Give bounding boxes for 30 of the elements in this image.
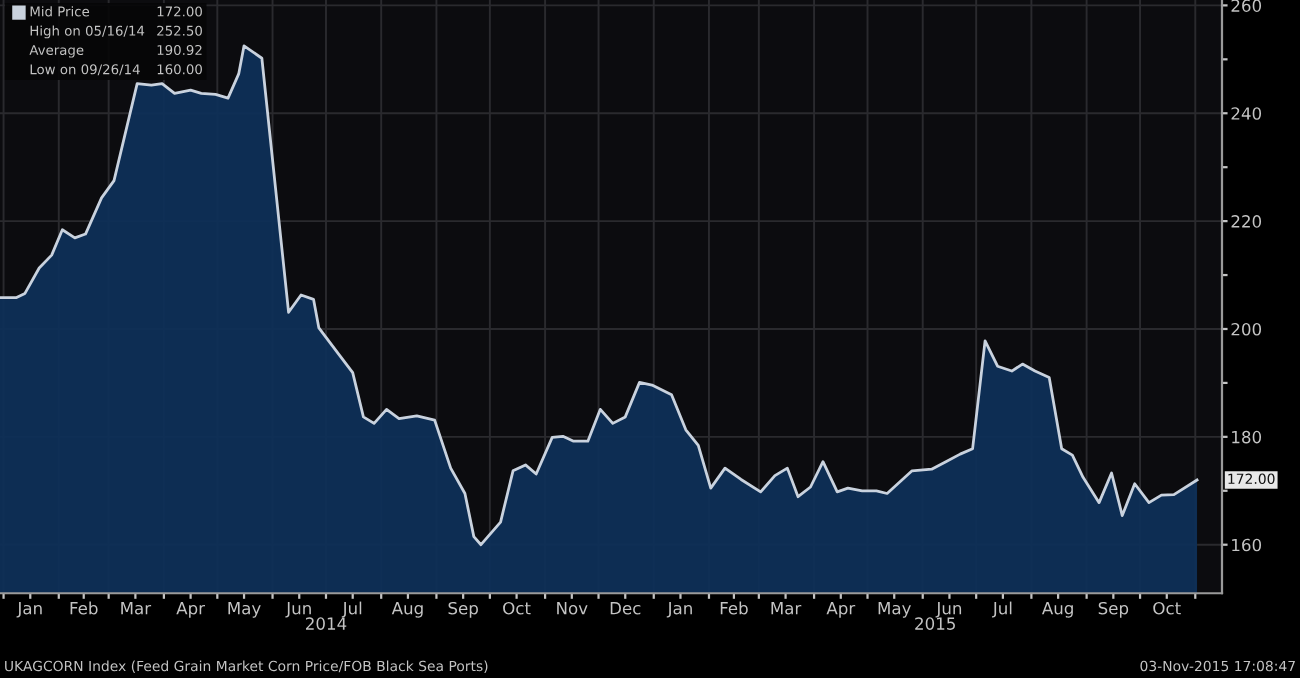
x-tick-label: Apr — [826, 602, 856, 618]
x-tick-label: Mar — [121, 602, 152, 615]
x-tick-label: Jan — [666, 602, 692, 618]
x-tick-label: Apr — [176, 602, 206, 618]
x-tick-label: Jun — [285, 602, 311, 618]
y-tick-label: 240 — [1231, 107, 1262, 120]
x2-tick-label: 2014 — [306, 617, 347, 630]
x-tick-label: Sep — [448, 601, 478, 618]
x-tick-label: Jan — [16, 602, 42, 618]
x-tick-label: Mar — [771, 602, 802, 615]
x-tick-label: May — [228, 602, 261, 618]
x-tick-label: Sep — [1098, 601, 1129, 618]
x2-tick-label: 2015 — [915, 617, 955, 630]
y-tick-label: 260 — [1231, 0, 1262, 12]
y-tick-label: 200 — [1231, 322, 1262, 336]
x-tick-label: Dec — [610, 602, 641, 615]
y-tick-label: 180 — [1232, 430, 1262, 444]
x-tick-label: Jun — [935, 602, 962, 618]
y-tick-label: 220 — [1231, 215, 1262, 228]
x-tick-label: Jul — [341, 601, 362, 618]
x-tick-label: Oct — [1153, 601, 1181, 615]
x-tick-label: Feb — [720, 601, 748, 615]
y-tick-label: 160 — [1232, 538, 1262, 552]
x-tick-label: Oct — [503, 601, 531, 615]
x-tick-label: Nov — [557, 602, 588, 615]
x-tick-label: Aug — [1041, 602, 1073, 618]
x-tick-label: Aug — [391, 602, 423, 618]
x-tick-label: Feb — [70, 601, 98, 615]
x-tick-label: May — [878, 602, 911, 618]
x-tick-label: Jul — [991, 601, 1012, 618]
